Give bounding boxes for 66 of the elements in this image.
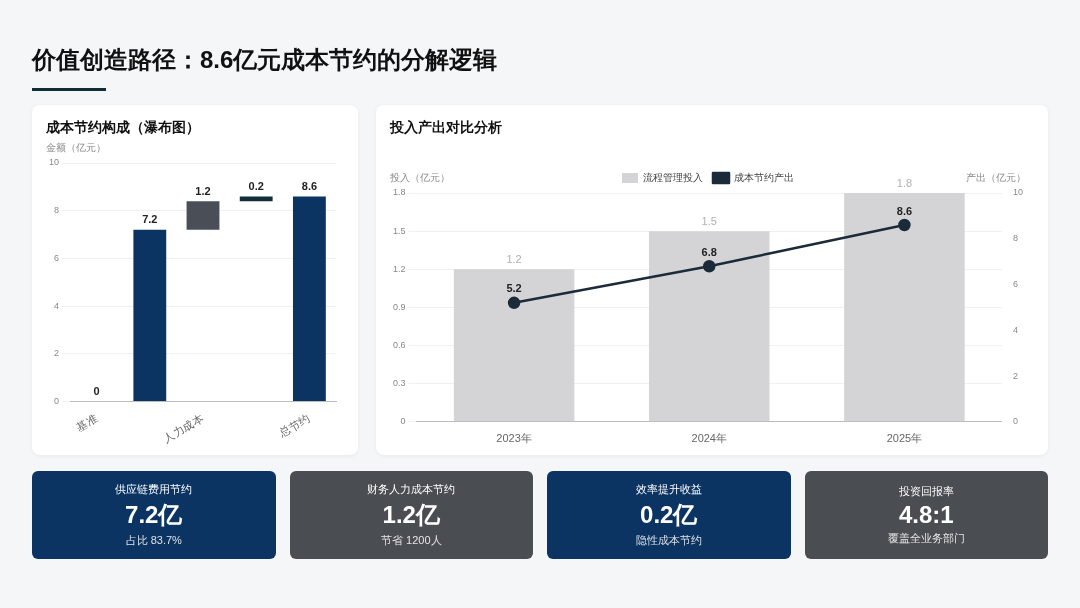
- y-axis-title: 金额（亿元）: [46, 141, 106, 153]
- y-tick-label: 0.6: [393, 340, 406, 351]
- text: 供应链费用节约: [115, 482, 193, 497]
- data-label: 7.2: [142, 213, 158, 226]
- point: [898, 218, 911, 232]
- data-label: 5.2: [506, 282, 522, 295]
- text: 财务人力成本节约: [367, 482, 456, 497]
- data-label: 1.8: [896, 176, 913, 189]
- x-tick-label: 2023年: [496, 432, 532, 445]
- y2-tick-label: 2: [1012, 370, 1018, 381]
- y2-tick-label: 8: [1012, 233, 1018, 244]
- y2-tick-label: 0: [1012, 416, 1018, 427]
- text: 7.2亿: [125, 500, 183, 530]
- text: 价值创造路径：8.6亿元成本节约的分解逻辑: [32, 45, 499, 75]
- text: 隐性成本节约: [635, 533, 702, 548]
- y-tick-label: 0: [400, 416, 406, 427]
- data-label: 1.5: [701, 214, 717, 227]
- text: 节省 1200人: [380, 533, 442, 548]
- x-tick-label: 基准: [74, 412, 100, 434]
- y-tick-label: 4: [54, 300, 60, 311]
- y-tick-label: 1.5: [393, 225, 406, 236]
- y-tick-label: 0: [54, 396, 60, 407]
- legend-label: 成本节约产出: [734, 171, 794, 183]
- text: 0.2亿: [640, 500, 698, 530]
- y-tick-label: 6: [54, 252, 60, 263]
- bar: [292, 196, 326, 402]
- data-label: 1.2: [195, 184, 211, 197]
- bar: [133, 229, 167, 402]
- text: 投资回报率: [898, 484, 954, 499]
- y-tick-label: 1.8: [393, 187, 406, 198]
- y2-axis-title: 产出（亿元）: [966, 171, 1026, 183]
- bar: [649, 231, 770, 422]
- y2-tick-label: 10: [1012, 187, 1023, 198]
- y-tick-label: 0.9: [393, 301, 406, 312]
- x-tick-label: 人力成本: [161, 412, 206, 445]
- text: 4.8:1: [898, 501, 954, 529]
- data-label: 6.8: [701, 245, 717, 258]
- chart-title: 成本节约构成（瀑布图）: [46, 119, 201, 137]
- y2-tick-label: 4: [1012, 324, 1018, 335]
- bar: [239, 196, 273, 202]
- data-label: 1.2: [506, 252, 522, 265]
- point: [507, 296, 521, 310]
- text: 覆盖全业务部门: [887, 531, 965, 546]
- point: [703, 259, 716, 273]
- text: 效率提升收益: [635, 482, 702, 497]
- bar: [453, 269, 575, 422]
- bar: [844, 193, 965, 422]
- text: 1.2亿: [382, 500, 440, 530]
- y-tick-label: 1.2: [393, 263, 406, 274]
- y-tick-label: 0.3: [393, 378, 406, 389]
- x-tick-label: 2024年: [691, 432, 727, 445]
- y-tick-label: 10: [49, 157, 60, 168]
- x-tick-label: 总节约: [276, 412, 312, 440]
- chart-title: 投入产出对比分析: [390, 119, 503, 137]
- x-tick-label: 2025年: [886, 432, 923, 445]
- data-label: 8.6: [301, 179, 318, 192]
- data-label: 0: [93, 385, 100, 398]
- bar: [186, 201, 220, 230]
- text: 占比 83.7%: [125, 533, 182, 548]
- legend-label: 流程管理投入: [643, 171, 703, 183]
- y-tick-label: 2: [54, 348, 60, 359]
- data-label: 0.2: [248, 179, 264, 192]
- y-axis-title: 投入（亿元）: [389, 171, 450, 183]
- data-label: 8.6: [896, 204, 913, 217]
- y-tick-label: 8: [54, 205, 60, 216]
- y2-tick-label: 6: [1012, 279, 1018, 289]
